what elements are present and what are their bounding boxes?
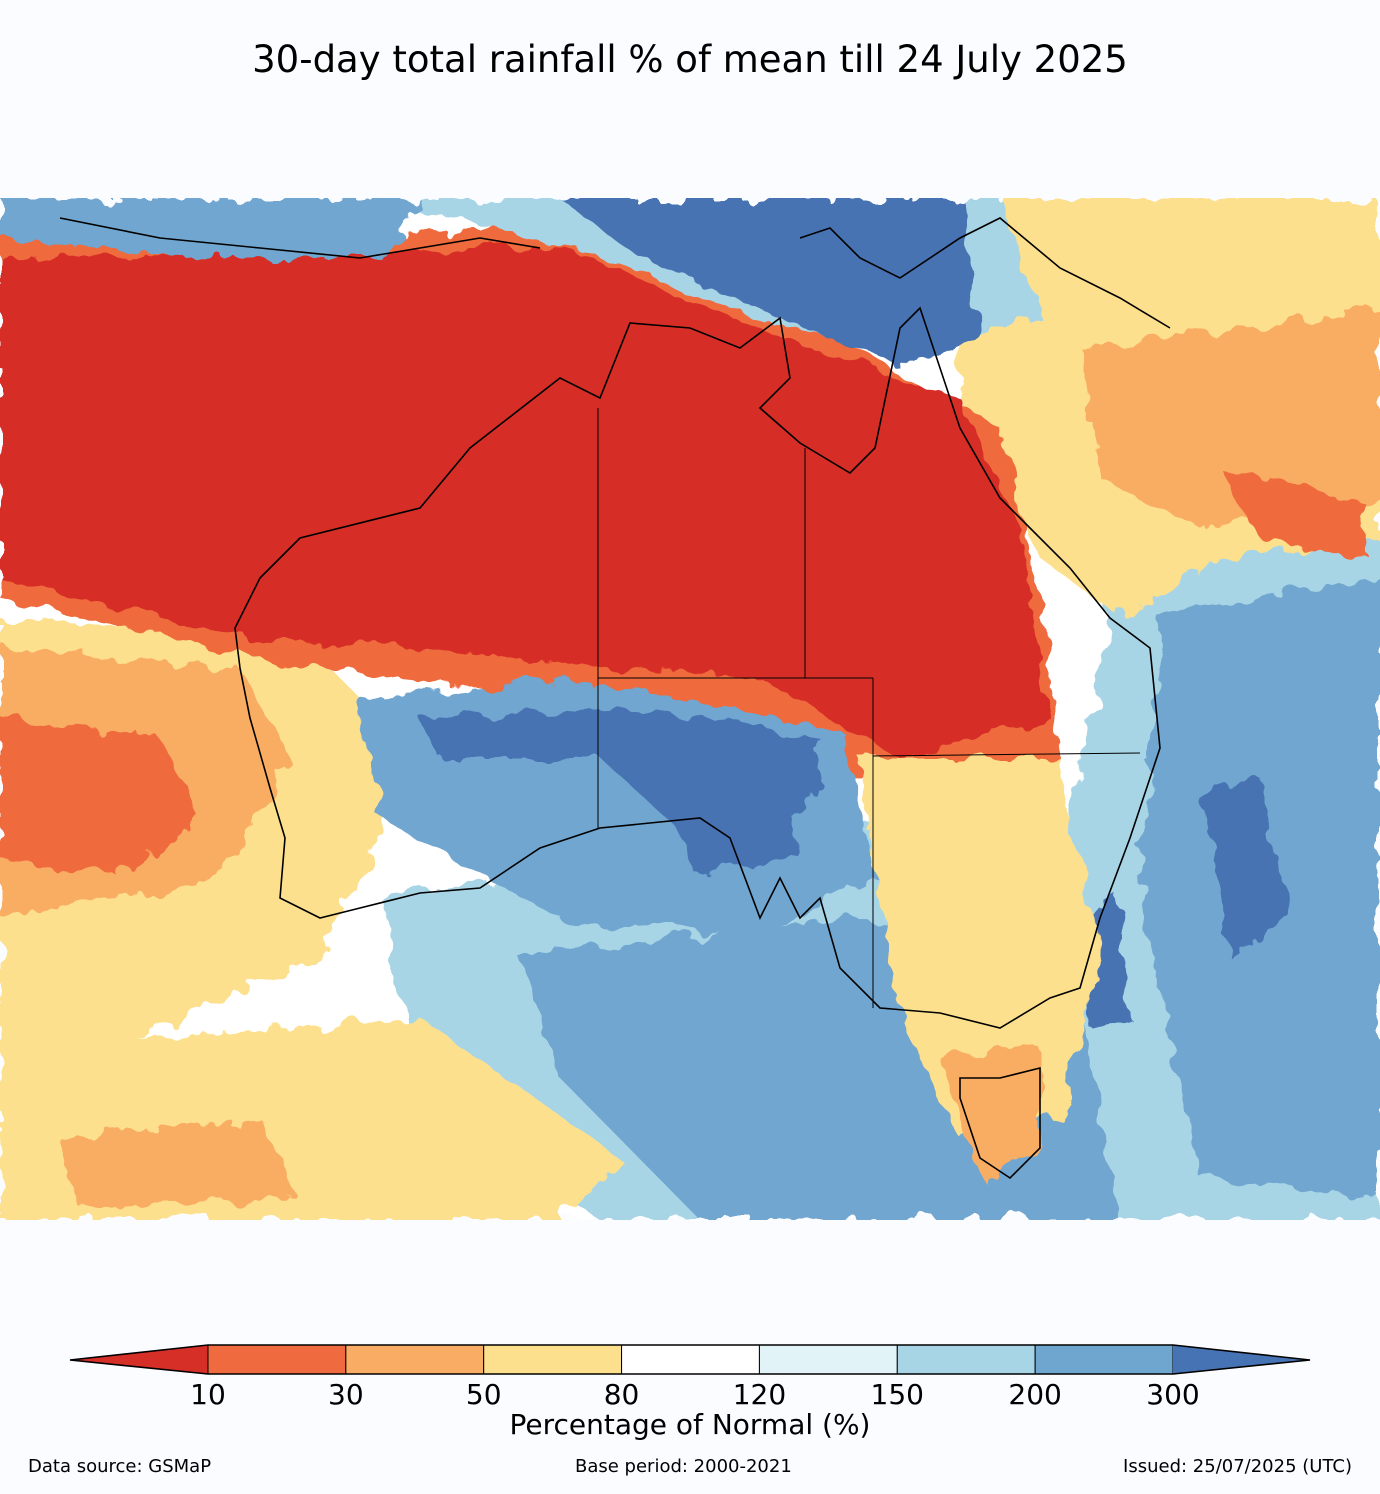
- colorbar-label: Percentage of Normal (%): [509, 1408, 871, 1441]
- field-top-dark: [560, 198, 980, 368]
- colorbar-segment-gt300: [1173, 1345, 1310, 1374]
- field-vic-orange: [860, 758, 1100, 1138]
- field-west-deep: [0, 718, 200, 878]
- colorbar: [69, 1344, 1311, 1375]
- colorbar-tick-label: 50: [465, 1378, 502, 1411]
- colorbar-tick-label: 200: [1008, 1378, 1062, 1411]
- colorbar-tick-label: 120: [732, 1378, 787, 1411]
- border-qld-nsw: [872, 752, 1141, 757]
- colorbar-tick-label: 150: [870, 1378, 925, 1411]
- map-title: 30-day total rainfall % of mean till 24 …: [252, 38, 1128, 81]
- colorbar-segment: [758, 1344, 898, 1375]
- rainfall-field: [0, 198, 1380, 1220]
- coastline-mainland: [234, 306, 1161, 1029]
- coastline-tasmania: [959, 1066, 1041, 1180]
- colorbar-segment: [621, 1344, 760, 1375]
- field-central-dark2: [650, 778, 800, 878]
- issued-date: Issued: 25/07/2025 (UTC): [1123, 1456, 1352, 1477]
- field-sw-orange: [60, 1118, 300, 1208]
- field-north-red: [0, 248, 1050, 758]
- colorbar-segments: [70, 1344, 1310, 1375]
- base-period: Base period: 2000-2021: [575, 1456, 792, 1477]
- colorbar-segment: [345, 1344, 485, 1375]
- data-source: Data source: GSMaP: [28, 1456, 212, 1477]
- field-ne-orange2: [1080, 308, 1380, 528]
- field-top-left-blue: [0, 198, 420, 258]
- coastline-png: [799, 217, 1171, 329]
- colorbar-segment-lt10: [70, 1345, 208, 1374]
- field-east-dark: [1200, 778, 1290, 958]
- colorbar-tick-label: 80: [603, 1378, 640, 1411]
- colorbar-segment: [483, 1344, 623, 1375]
- colorbar-tick-label: 30: [328, 1378, 364, 1411]
- colorbar-segment: [1034, 1344, 1174, 1375]
- state-borders: [597, 408, 1141, 1008]
- colorbar-tick-label: 300: [1146, 1378, 1200, 1411]
- colorbar-segment: [896, 1344, 1036, 1375]
- field-ne-red: [1220, 468, 1370, 558]
- coastlines: [59, 217, 1171, 1180]
- coastline-islands: [59, 217, 541, 259]
- field-tas-orange: [940, 1048, 1040, 1178]
- colorbar-segment: [207, 1344, 347, 1375]
- rainfall-map: [0, 198, 1380, 1220]
- colorbar-outline: [69, 1344, 1311, 1375]
- colorbar-tick-label: 10: [190, 1378, 226, 1411]
